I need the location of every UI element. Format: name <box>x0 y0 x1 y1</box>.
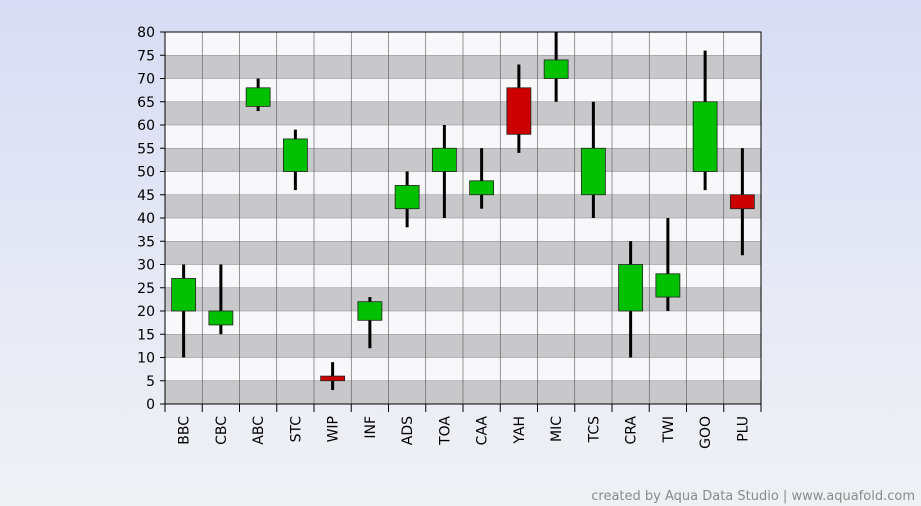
y-tick-label: 20 <box>137 304 155 320</box>
y-tick-label: 30 <box>137 258 155 274</box>
candle-body <box>580 147 606 196</box>
candle-body <box>469 180 495 196</box>
x-tick-label: CRA <box>624 416 640 445</box>
candle-body <box>171 278 197 312</box>
x-tick-label: PLU <box>735 416 751 442</box>
y-tick-label: 25 <box>137 281 155 297</box>
y-tick-label: 60 <box>137 118 155 134</box>
x-tick-label: BBC <box>177 416 193 445</box>
x-tick-label: ABC <box>251 416 267 445</box>
x-tick-label: TWI <box>661 416 677 444</box>
candle-body <box>245 87 271 107</box>
candle-body <box>655 273 681 298</box>
candle-body <box>431 147 457 172</box>
y-tick-label: 45 <box>137 188 155 204</box>
x-tick-label: TCS <box>586 416 602 444</box>
x-tick-label: TOA <box>437 416 453 446</box>
y-tick-label: 0 <box>146 397 155 413</box>
x-tick-label: CBC <box>214 416 230 445</box>
x-tick-label: INF <box>363 416 379 439</box>
y-tick-label: 75 <box>137 48 155 64</box>
y-tick-label: 5 <box>146 374 155 390</box>
y-tick-label: 10 <box>137 351 155 367</box>
candle-body <box>394 185 420 210</box>
x-tick-label: WIP <box>326 416 342 442</box>
candle-body <box>208 310 234 326</box>
y-tick-label: 40 <box>137 211 155 227</box>
y-tick-label: 35 <box>137 234 155 250</box>
candle-body <box>729 194 755 210</box>
candle-body <box>618 264 644 312</box>
y-tick-label: 50 <box>137 165 155 181</box>
x-tick-label: STC <box>288 416 304 443</box>
x-tick-label: GOO <box>698 416 714 449</box>
candle-body <box>543 59 569 79</box>
candle-body <box>282 138 308 172</box>
x-tick-label: YAH <box>512 416 528 445</box>
x-tick-label: CAA <box>475 416 491 446</box>
candle-body <box>320 375 346 382</box>
candle-body <box>506 87 532 135</box>
y-tick-label: 80 <box>137 25 155 41</box>
y-tick-label: 65 <box>137 95 155 111</box>
x-tick-label: MIC <box>549 416 565 442</box>
plot-frame <box>164 31 762 405</box>
x-tick-label: ADS <box>400 416 416 445</box>
y-tick-label: 15 <box>137 327 155 343</box>
y-tick-label: 55 <box>137 141 155 157</box>
footer-credit: created by Aqua Data Studio | www.aquafo… <box>591 489 915 504</box>
y-tick-label: 70 <box>137 72 155 88</box>
candle-body <box>692 101 718 172</box>
candle-body <box>357 301 383 321</box>
